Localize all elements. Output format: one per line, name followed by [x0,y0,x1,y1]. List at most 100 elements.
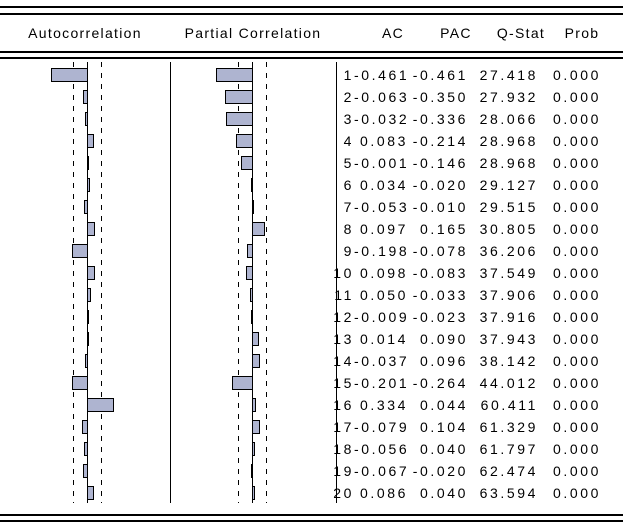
pac-bar [226,112,253,126]
ac-cell: 0.097 [359,221,408,237]
table-row: 20 0.086 0.040 63.594 0.000 [317,482,623,504]
lag-cell: 11 [334,287,354,303]
ac-bar [87,266,95,280]
qstat-cell: 44.012 [479,375,538,391]
pac-bar [216,68,253,82]
table-row: 12 -0.009 -0.023 37.916 0.000 [317,306,623,328]
ac-cell: -0.009 [354,309,410,325]
ac-cell: -0.461 [354,67,410,83]
lag-cell: 16 [333,397,354,413]
prob-cell: 0.000 [552,199,601,215]
pac-column-header: PAC [440,25,472,41]
table-row: 8 0.097 0.165 30.805 0.000 [317,218,623,240]
prob-cell: 0.000 [552,265,601,281]
pac-zero-axis [252,62,253,503]
prob-cell: 0.000 [552,375,601,391]
pac-bar [252,398,256,412]
prob-cell: 0.000 [552,287,601,303]
ac-cell: -0.056 [354,441,410,457]
lag-cell: 8 [343,221,354,237]
ac-cell: 0.086 [359,485,408,501]
ac-cell: -0.037 [354,353,410,369]
table-row: 2 -0.063 -0.350 27.932 0.000 [317,86,623,108]
ac-bar [87,134,94,148]
table-row: 9 -0.198 -0.078 36.206 0.000 [317,240,623,262]
qstat-cell: 29.127 [479,177,538,193]
pac-cell: -0.010 [412,199,468,215]
pac-bar [246,266,253,280]
lag-cell: 17 [333,419,354,435]
ac-cell: -0.198 [354,243,410,259]
prob-cell: 0.000 [552,419,601,435]
lag-cell: 12 [333,309,354,325]
table-row: 18 -0.056 0.040 61.797 0.000 [317,438,623,460]
pac-cell: -0.023 [412,309,468,325]
table-row: 4 0.083 -0.214 28.968 0.000 [317,130,623,152]
pac-confidence-line-left [238,62,239,503]
ac-confidence-line-left [73,62,74,503]
qstat-cell: 27.418 [479,67,538,83]
pac-bar [251,464,253,478]
qstat-cell: 63.594 [479,485,538,501]
table-row: 1 -0.461 -0.461 27.418 0.000 [317,64,623,86]
ac-bar [87,288,91,302]
prob-cell: 0.000 [552,155,601,171]
lag-cell: 3 [343,111,354,127]
table-row: 3 -0.032 -0.336 28.066 0.000 [317,108,623,130]
ac-confidence-line-right [101,62,102,503]
table-row: 15 -0.201 -0.264 44.012 0.000 [317,372,623,394]
pac-cell: -0.083 [412,265,468,281]
ac-bar [72,376,88,390]
pac-bar [250,288,253,302]
table-row: 6 0.034 -0.020 29.127 0.000 [317,174,623,196]
qstat-cell: 62.474 [479,463,538,479]
ac-cell: -0.063 [354,89,410,105]
pac-cell: 0.104 [419,419,468,435]
qstat-cell: 61.329 [479,419,538,435]
ac-bar [84,442,88,456]
ac-bar [87,178,90,192]
prob-column-header: Prob [564,25,600,41]
qstat-cell: 37.916 [479,309,538,325]
lag-cell: 6 [343,177,354,193]
pac-cell: -0.350 [412,89,468,105]
lag-cell: 1 [343,67,354,83]
lag-cell: 4 [343,133,354,149]
panel-divider-right [336,62,337,503]
pac-bar [232,376,253,390]
autocorrelation-header: Autocorrelation [28,25,142,41]
qstat-cell: 28.968 [479,133,538,149]
ac-cell: -0.032 [354,111,410,127]
pac-bar [251,310,253,324]
qstat-cell: 37.943 [479,331,538,347]
qstat-column-header: Q-Stat [496,25,546,41]
header-rule-2 [0,57,623,59]
statistics-table: 1 -0.461 -0.461 27.418 0.000 2 -0.063 -0… [317,64,623,504]
panel-divider-left [170,62,171,503]
bottom-rule-2 [0,520,623,522]
table-row: 5 -0.001 -0.146 28.968 0.000 [317,152,623,174]
qstat-cell: 37.549 [479,265,538,281]
ac-bar [51,68,88,82]
lag-cell: 13 [333,331,354,347]
top-rule-2 [0,13,623,15]
pac-bar [241,156,253,170]
pac-bar [236,134,253,148]
pac-cell: -0.020 [412,177,468,193]
lag-cell: 20 [333,485,354,501]
ac-bar [87,332,89,346]
ac-bar [85,112,88,126]
prob-cell: 0.000 [552,221,601,237]
prob-cell: 0.000 [552,353,601,369]
ac-cell: -0.067 [354,463,410,479]
pac-cell: -0.336 [412,111,468,127]
qstat-cell: 60.411 [480,397,538,413]
table-row: 13 0.014 0.090 37.943 0.000 [317,328,623,350]
lag-cell: 10 [333,265,354,281]
top-rule-1 [0,6,623,8]
pac-bar [251,178,253,192]
ac-cell: -0.001 [354,155,410,171]
pac-cell: 0.040 [419,441,468,457]
prob-cell: 0.000 [552,331,601,347]
ac-bar [87,310,89,324]
